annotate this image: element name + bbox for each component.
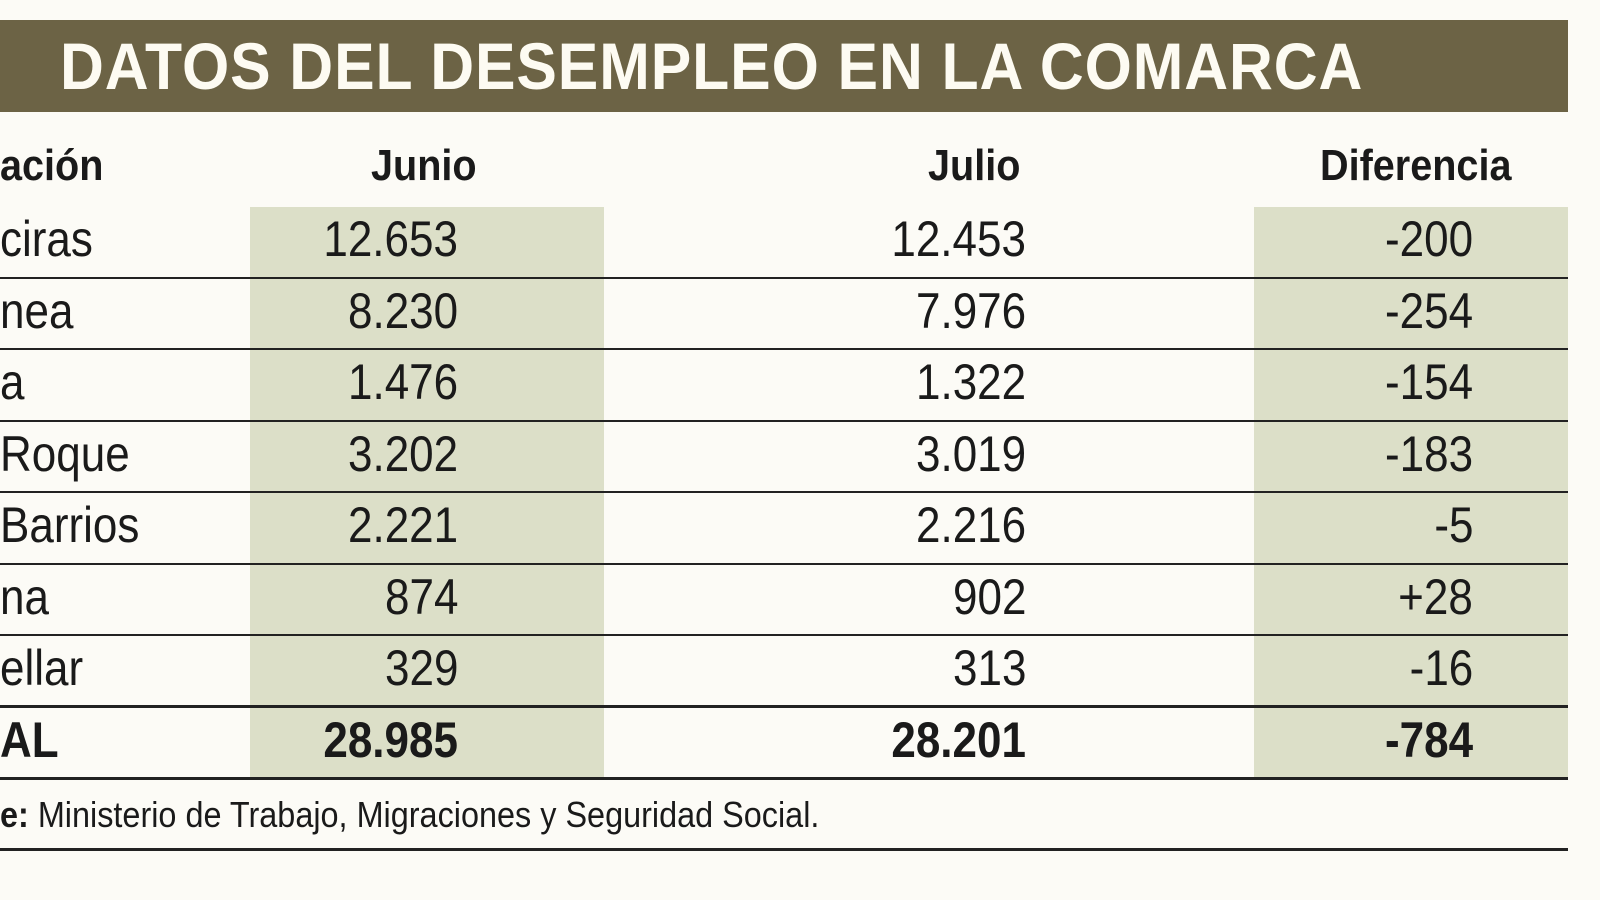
- row-divider: [0, 420, 1568, 422]
- diferencia-cell: -254: [1384, 283, 1473, 339]
- diferencia-cell: +28: [1398, 569, 1473, 625]
- municipio-cell: AL: [0, 712, 59, 768]
- junio-cell: 28.985: [323, 712, 458, 768]
- source-note: e: Ministerio de Trabajo, Migraciones y …: [0, 790, 819, 840]
- julio-cell: 28.201: [891, 712, 1026, 768]
- table-row: Roque 3.202 3.019 -183: [0, 421, 1568, 492]
- table-row: a 1.476 1.322 -154: [0, 349, 1568, 420]
- diferencia-cell: -200: [1384, 211, 1473, 267]
- municipio-cell: na: [0, 569, 49, 625]
- municipio-cell: a: [0, 354, 25, 410]
- diferencia-cell: -784: [1384, 712, 1473, 768]
- total-divider: [0, 705, 1568, 708]
- table-row: ciras 12.653 12.453 -200: [0, 206, 1568, 277]
- junio-cell: 874: [384, 569, 458, 625]
- municipio-cell: Barrios: [0, 497, 140, 553]
- total-row: AL 28.985 28.201 -784: [0, 707, 1568, 778]
- row-divider: [0, 634, 1568, 636]
- julio-cell: 12.453: [891, 211, 1026, 267]
- julio-cell: 1.322: [915, 354, 1026, 410]
- table-bottom-line: [0, 777, 1568, 780]
- julio-cell: 2.216: [915, 497, 1026, 553]
- junio-cell: 8.230: [347, 283, 458, 339]
- table-row: ellar 329 313 -16: [0, 635, 1568, 706]
- source-label: e:: [0, 794, 29, 835]
- header-junio: Junio: [371, 141, 477, 190]
- municipio-cell: nea: [0, 283, 74, 339]
- diferencia-cell: -183: [1384, 426, 1473, 482]
- header-diferencia: Diferencia: [1320, 141, 1512, 190]
- diferencia-cell: -154: [1384, 354, 1473, 410]
- header-julio: Julio: [928, 141, 1021, 190]
- municipio-cell: ciras: [0, 211, 93, 267]
- junio-cell: 329: [384, 640, 458, 696]
- diferencia-cell: -5: [1433, 497, 1473, 553]
- row-divider: [0, 348, 1568, 350]
- junio-cell: 12.653: [323, 211, 458, 267]
- row-divider: [0, 277, 1568, 279]
- table-row: nea 8.230 7.976 -254: [0, 278, 1568, 349]
- header-poblacion: ación: [0, 141, 104, 190]
- municipio-cell: Roque: [0, 426, 130, 482]
- junio-cell: 3.202: [347, 426, 458, 482]
- table-row: na 874 902 +28: [0, 564, 1568, 635]
- julio-cell: 902: [952, 569, 1026, 625]
- diferencia-cell: -16: [1409, 640, 1473, 696]
- junio-cell: 2.221: [347, 497, 458, 553]
- table-row: Barrios 2.221 2.216 -5: [0, 492, 1568, 563]
- title-banner: DATOS DEL DESEMPLEO EN LA COMARCA: [0, 20, 1568, 112]
- row-divider: [0, 491, 1568, 493]
- julio-cell: 3.019: [915, 426, 1026, 482]
- page-title: DATOS DEL DESEMPLEO EN LA COMARCA: [60, 29, 1364, 103]
- municipio-cell: ellar: [0, 640, 84, 696]
- julio-cell: 313: [952, 640, 1026, 696]
- source-text: Ministerio de Trabajo, Migraciones y Seg…: [28, 794, 820, 835]
- footer-line: [0, 848, 1568, 851]
- junio-cell: 1.476: [347, 354, 458, 410]
- row-divider: [0, 563, 1568, 565]
- julio-cell: 7.976: [915, 283, 1026, 339]
